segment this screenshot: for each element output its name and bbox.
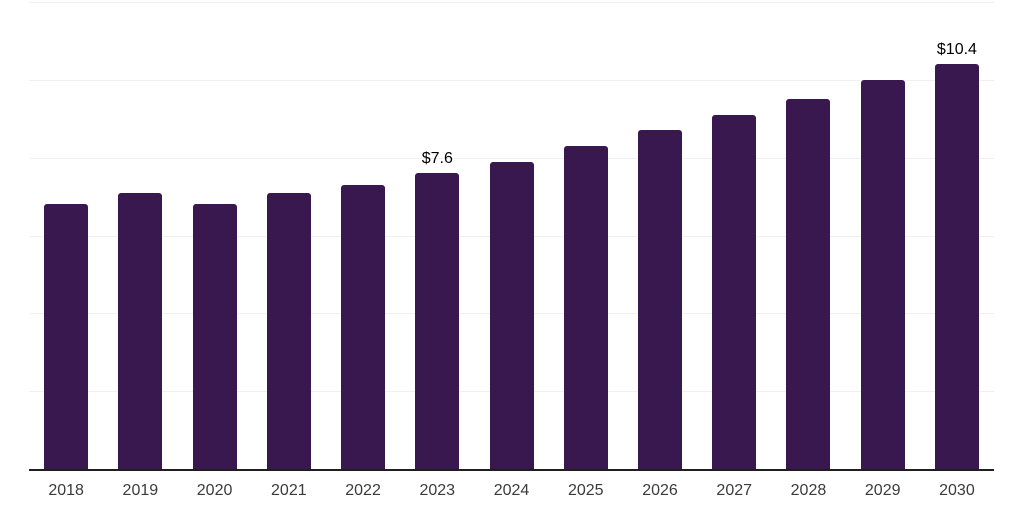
- plot-area: $7.6 $10.4: [29, 2, 994, 471]
- bar-2022: [341, 184, 386, 469]
- bar-slot-2020: [177, 2, 251, 469]
- x-tick-2021: 2021: [271, 482, 307, 499]
- bar-slot-2023: $7.6: [400, 2, 474, 469]
- bar-slot-2027: [697, 2, 771, 469]
- value-label-2030: $10.4: [936, 41, 977, 59]
- x-tick-2030: 2030: [939, 482, 975, 499]
- bar-2019: [118, 192, 163, 469]
- bar-2029: [860, 79, 905, 469]
- bar-slot-2030: $10.4: [920, 2, 994, 469]
- bar-2026: [637, 130, 682, 469]
- bar-2027: [712, 114, 757, 469]
- gridline-10: [29, 79, 994, 81]
- bar-2030: [934, 64, 979, 469]
- x-tick-2027: 2027: [716, 482, 753, 499]
- bar-2028: [786, 99, 831, 469]
- bar-slot-2019: [103, 2, 177, 469]
- gridline-8: [29, 157, 994, 159]
- bars-container: $7.6 $10.4: [29, 2, 994, 469]
- bar-slot-2025: [549, 2, 623, 469]
- bar-slot-2018: [29, 2, 103, 469]
- x-tick-2022: 2022: [345, 482, 381, 499]
- bar-slot-2026: [623, 2, 697, 469]
- bar-slot-2029: [846, 2, 920, 469]
- bar-2023: [415, 173, 460, 469]
- bar-2024: [489, 161, 534, 469]
- value-label-2023: $7.6: [421, 150, 453, 168]
- bar-slot-2021: [252, 2, 326, 469]
- bar-2020: [192, 204, 237, 469]
- x-tick-2019: 2019: [122, 482, 159, 499]
- bar-slot-2022: [326, 2, 400, 469]
- x-tick-2026: 2026: [642, 482, 678, 499]
- bar-2021: [266, 192, 311, 469]
- bar-slot-2024: [474, 2, 548, 469]
- x-tick-2024: 2024: [493, 482, 530, 499]
- x-tick-2029: 2029: [864, 482, 901, 499]
- bar-2018: [44, 204, 89, 469]
- x-axis-tick-labels: 2018 2019 2020 2021 2022 2023 2024 2025 2026 2027…: [29, 483, 994, 499]
- bar-slot-2028: [771, 2, 845, 469]
- bar-2025: [563, 146, 608, 469]
- x-tick-2018: 2018: [48, 482, 84, 499]
- x-tick-2023: 2023: [419, 482, 456, 499]
- x-tick-2028: 2028: [790, 482, 827, 499]
- gridline-12: [29, 2, 994, 3]
- x-tick-2025: 2025: [567, 482, 604, 499]
- x-tick-2020: 2020: [196, 482, 233, 499]
